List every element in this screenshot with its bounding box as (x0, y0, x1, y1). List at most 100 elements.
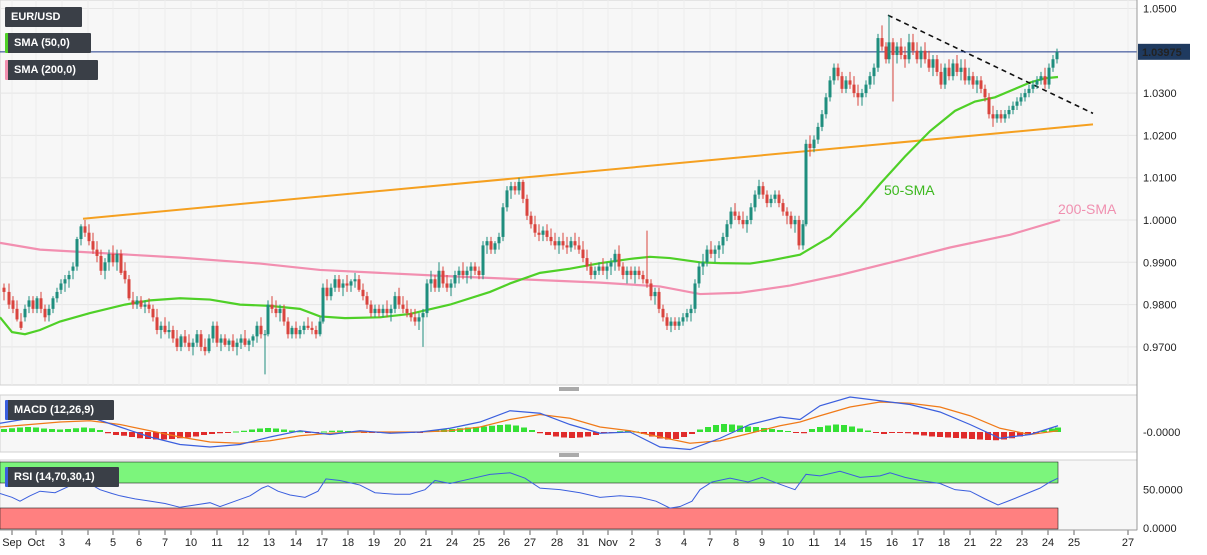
candle (777, 190, 781, 208)
macd-histogram-bar (297, 431, 303, 433)
candle-body (71, 266, 75, 271)
candle (923, 42, 927, 64)
candle (357, 275, 361, 292)
candle-body (215, 325, 219, 343)
candle-body (991, 114, 995, 119)
legend-sma50: SMA (50,0) (5, 33, 91, 53)
candle (211, 321, 215, 343)
candle-body (485, 241, 489, 246)
candle (549, 228, 553, 246)
candle (613, 249, 617, 271)
macd-histogram-bar (545, 432, 551, 435)
candle-body (613, 253, 617, 263)
candle-body (860, 93, 864, 98)
candle-body (1015, 101, 1019, 106)
macd-histogram-bar (897, 432, 903, 433)
candle-body (844, 80, 848, 89)
support-trendline (82, 123, 1094, 220)
candle (601, 258, 605, 275)
candle-body (1055, 52, 1059, 60)
macd-histogram-bar (1025, 432, 1031, 435)
macd-histogram-bar (729, 424, 735, 432)
candle-body (601, 266, 605, 271)
x-tick-label: 10 (782, 537, 794, 549)
candle-body (361, 289, 365, 297)
candle-body (955, 63, 959, 72)
candle (231, 334, 235, 352)
candle (979, 76, 983, 94)
macd-histogram-bar (857, 428, 863, 432)
x-tick-label: 19 (368, 537, 380, 549)
candle (951, 59, 955, 81)
candle (2, 283, 6, 301)
candle (321, 283, 325, 324)
candle-body (195, 334, 199, 343)
candle (565, 236, 569, 254)
candle-body (808, 143, 812, 149)
candle-body (789, 215, 793, 225)
macd-histogram-bar (457, 428, 463, 432)
y-tick-label: 1.0200 (1143, 130, 1177, 142)
candle-body (1051, 59, 1055, 68)
macd-histogram-bar (753, 427, 759, 432)
macd-histogram-bar (841, 425, 847, 432)
rsi-overbought-zone (0, 461, 1059, 484)
candle-body (203, 346, 207, 352)
candle (975, 76, 979, 94)
x-tick-label: 10 (185, 537, 197, 549)
candle (39, 291, 43, 314)
candle-body (872, 67, 876, 77)
candle-body (99, 255, 103, 271)
x-tick-label: 28 (551, 537, 563, 549)
candle (207, 334, 211, 354)
macd-histogram-bar (473, 427, 479, 432)
x-tick-label: 26 (498, 537, 510, 549)
macd-histogram-bar (905, 432, 911, 434)
candle (864, 80, 868, 98)
candle (509, 181, 513, 199)
macd-histogram-bar (769, 429, 775, 432)
candle (868, 71, 872, 89)
candle (633, 266, 637, 284)
candle-body (381, 308, 385, 314)
candle (721, 232, 725, 254)
candle-body (797, 220, 801, 246)
x-tick-label: 11 (211, 537, 222, 549)
candle-body (389, 308, 393, 314)
macd-histogram-bar (681, 432, 687, 437)
macd-histogram-bar (569, 432, 575, 438)
candle-body (713, 249, 717, 254)
candle (15, 300, 19, 322)
candle-body (75, 239, 79, 267)
candle (302, 321, 306, 335)
candle-body (318, 321, 322, 335)
candle-body (569, 241, 573, 248)
candle-body (856, 93, 860, 98)
candle-body (927, 59, 931, 68)
candle (915, 42, 919, 64)
candle (143, 300, 147, 314)
candle-body (939, 71, 943, 85)
candle-body (501, 207, 505, 237)
candle (27, 296, 31, 314)
candle-body (609, 262, 613, 267)
panel-grip-1 (559, 387, 579, 391)
candle (361, 283, 365, 301)
candle-body (577, 245, 581, 250)
candle (469, 262, 473, 280)
candle (239, 334, 243, 350)
macd-histogram-bar (1009, 432, 1015, 439)
candle (329, 283, 333, 301)
macd-histogram-bar (89, 428, 95, 432)
x-tick-label: 3 (655, 537, 661, 549)
candle-body (995, 114, 999, 119)
candle (385, 300, 389, 318)
candle (290, 325, 294, 339)
candle (409, 308, 413, 322)
candle-body (103, 262, 107, 271)
macd-histogram-bar (249, 429, 255, 432)
candle-body (1047, 67, 1051, 85)
candle-body (329, 287, 333, 297)
candle-body (481, 245, 485, 275)
candle-body (282, 308, 286, 322)
